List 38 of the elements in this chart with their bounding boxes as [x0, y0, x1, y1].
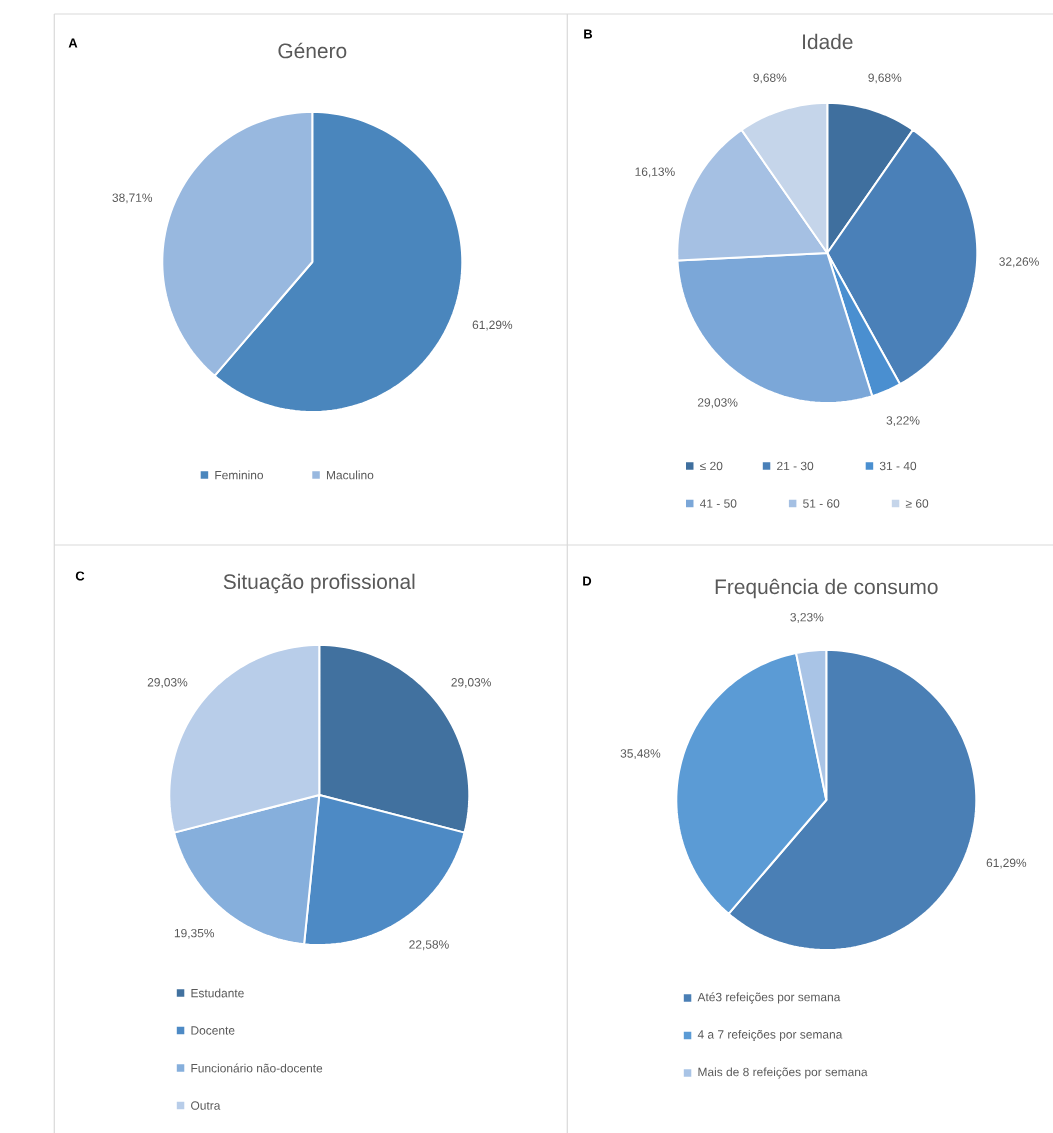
legend-label: 31 - 40: [879, 461, 916, 471]
legend-label: ≤ 20: [699, 461, 723, 471]
data-label: 19,35%: [174, 928, 214, 939]
text: C: [75, 571, 85, 581]
legend-label: ≥ 60: [905, 499, 929, 508]
data-label: 61,29%: [986, 858, 1027, 869]
legend-label: 4 a 7 refeições por semana: [697, 1029, 843, 1042]
chart-title: Género: [278, 42, 347, 59]
data-label: 22,58%: [409, 940, 449, 951]
legend-label: Outra: [190, 1101, 221, 1110]
legend-label: Funcionário não-docente: [191, 1063, 323, 1073]
data-label: 29,03%: [451, 678, 491, 688]
text: D: [583, 576, 591, 586]
data-label: 16,13%: [635, 167, 675, 178]
legend-label: Feminino: [215, 470, 263, 480]
data-label: 9,68%: [868, 73, 902, 84]
text: B: [584, 29, 592, 39]
data-label: 29,03%: [697, 398, 738, 409]
legend-label: Mais de 8 refeições por semana: [698, 1067, 868, 1079]
legend-label: Docente: [191, 1026, 235, 1035]
legend-label: Estudante: [191, 988, 244, 998]
data-label: 38,71%: [112, 193, 152, 204]
data-label: 32,26%: [999, 257, 1039, 268]
legend-label: Até3 refeições por semana: [697, 992, 841, 1004]
data-label: 29,03%: [147, 678, 188, 688]
data-label: 35,48%: [620, 749, 661, 760]
data-label: 61,29%: [472, 320, 513, 331]
text: A: [68, 38, 78, 48]
data-label: 3,22%: [886, 416, 920, 427]
legend-label: Maculino: [326, 470, 374, 480]
legend-label: 41 - 50: [699, 499, 737, 508]
data-label: 3,23%: [790, 613, 824, 623]
legend-label: 21 - 30: [776, 461, 814, 471]
chart-title: Situação profissional: [223, 573, 415, 594]
chart-title: Idade: [802, 33, 853, 50]
data-label: 9,68%: [753, 73, 787, 84]
legend-label: 51 - 60: [802, 499, 840, 508]
chart-title: Frequência de consumo: [715, 578, 938, 599]
